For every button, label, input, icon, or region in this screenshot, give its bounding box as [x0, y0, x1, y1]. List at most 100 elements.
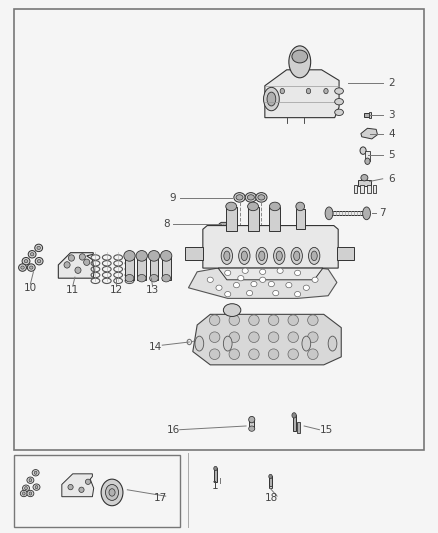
Ellipse shape	[79, 487, 84, 492]
Ellipse shape	[33, 484, 40, 490]
Ellipse shape	[229, 332, 240, 343]
Polygon shape	[58, 253, 94, 278]
Ellipse shape	[247, 195, 254, 200]
Bar	[354, 185, 357, 193]
Ellipse shape	[229, 349, 240, 360]
Text: 4: 4	[388, 128, 395, 139]
Bar	[369, 112, 371, 118]
Ellipse shape	[247, 202, 258, 211]
Bar	[162, 256, 170, 279]
Bar	[269, 477, 272, 487]
Bar	[293, 415, 296, 431]
Ellipse shape	[21, 266, 24, 269]
Ellipse shape	[280, 88, 285, 94]
Ellipse shape	[306, 88, 311, 94]
Ellipse shape	[288, 332, 298, 343]
Ellipse shape	[292, 50, 307, 63]
Bar	[138, 256, 146, 279]
Ellipse shape	[291, 247, 302, 264]
Bar	[247, 207, 258, 231]
Bar	[358, 180, 371, 186]
Ellipse shape	[294, 292, 300, 297]
Ellipse shape	[260, 269, 266, 274]
Ellipse shape	[260, 277, 266, 282]
Ellipse shape	[251, 281, 257, 287]
Text: 5: 5	[388, 150, 395, 160]
Ellipse shape	[324, 88, 328, 94]
Ellipse shape	[268, 332, 279, 343]
Ellipse shape	[84, 259, 90, 265]
Ellipse shape	[307, 332, 318, 343]
Ellipse shape	[311, 251, 317, 261]
Ellipse shape	[124, 251, 135, 261]
Ellipse shape	[214, 466, 217, 471]
Ellipse shape	[307, 349, 318, 360]
Bar	[249, 419, 254, 429]
Ellipse shape	[35, 257, 43, 265]
Ellipse shape	[276, 251, 283, 261]
Ellipse shape	[247, 290, 253, 296]
Ellipse shape	[150, 274, 158, 282]
Ellipse shape	[35, 244, 42, 252]
Ellipse shape	[268, 281, 275, 287]
Ellipse shape	[273, 290, 279, 296]
Ellipse shape	[37, 246, 40, 249]
Ellipse shape	[226, 202, 237, 211]
Text: 17: 17	[153, 492, 167, 503]
Ellipse shape	[274, 247, 285, 264]
Bar	[226, 207, 237, 231]
Text: 3: 3	[388, 110, 395, 120]
Ellipse shape	[288, 349, 298, 360]
Ellipse shape	[148, 251, 159, 261]
Ellipse shape	[296, 202, 304, 211]
Ellipse shape	[224, 251, 230, 261]
Text: 15: 15	[319, 425, 332, 435]
Ellipse shape	[258, 195, 265, 200]
Polygon shape	[188, 264, 337, 298]
Ellipse shape	[249, 332, 259, 343]
Text: 6: 6	[388, 174, 395, 184]
Ellipse shape	[293, 251, 300, 261]
Ellipse shape	[160, 251, 172, 261]
Ellipse shape	[20, 490, 27, 497]
Bar	[365, 209, 368, 217]
Ellipse shape	[241, 251, 247, 261]
Ellipse shape	[22, 485, 29, 491]
Ellipse shape	[68, 255, 74, 261]
Ellipse shape	[101, 479, 123, 506]
Ellipse shape	[216, 285, 222, 290]
Ellipse shape	[292, 413, 296, 418]
Bar	[365, 151, 370, 161]
Polygon shape	[219, 222, 228, 228]
Ellipse shape	[308, 247, 320, 264]
Ellipse shape	[225, 292, 231, 297]
Ellipse shape	[236, 195, 243, 200]
Bar	[367, 185, 371, 193]
Text: 16: 16	[166, 425, 180, 435]
Ellipse shape	[109, 489, 115, 496]
Ellipse shape	[302, 336, 311, 351]
Polygon shape	[203, 225, 338, 268]
Ellipse shape	[360, 147, 366, 155]
Text: 7: 7	[379, 208, 386, 219]
Ellipse shape	[209, 315, 220, 326]
Ellipse shape	[256, 192, 267, 202]
Polygon shape	[218, 268, 323, 280]
Ellipse shape	[229, 315, 240, 326]
Bar	[364, 114, 371, 117]
Bar	[297, 422, 300, 433]
Ellipse shape	[242, 268, 248, 273]
Ellipse shape	[28, 251, 36, 258]
Ellipse shape	[249, 349, 259, 360]
Text: 2: 2	[388, 78, 395, 88]
Ellipse shape	[223, 336, 232, 351]
Text: 13: 13	[146, 286, 159, 295]
Ellipse shape	[361, 174, 368, 181]
Text: 10: 10	[24, 283, 37, 293]
Ellipse shape	[75, 267, 81, 273]
Bar	[14, 9, 424, 450]
Ellipse shape	[249, 426, 255, 431]
Ellipse shape	[32, 470, 39, 476]
Ellipse shape	[234, 192, 245, 202]
Ellipse shape	[225, 270, 231, 276]
